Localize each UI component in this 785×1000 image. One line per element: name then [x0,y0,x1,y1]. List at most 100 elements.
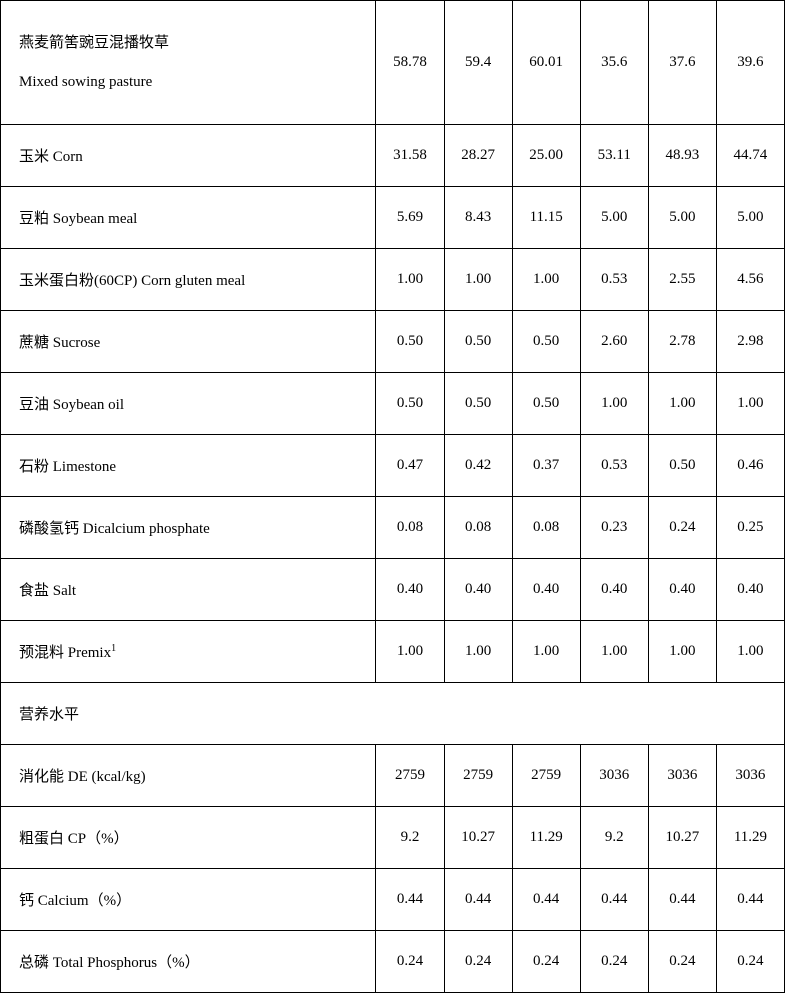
table-row: 豆粕 Soybean meal 5.69 8.43 11.15 5.00 5.00 5.00 [1,187,785,249]
value-cell: 0.23 [580,497,648,559]
value-cell: 59.4 [444,1,512,125]
row-label-text: 预混料 Premix [19,645,111,661]
row-label: 食盐 Salt [1,559,376,621]
value-text: 0.24 [601,953,627,969]
value-cell: 0.50 [376,373,444,435]
value-text: 0.50 [465,333,491,349]
value-text: 0.37 [533,457,559,473]
value-text: 44.74 [734,147,768,163]
row-label-text: 粗蛋白 CP（%） [19,831,129,847]
value-cell: 0.53 [580,249,648,311]
value-cell: 0.24 [376,931,444,993]
value-cell: 35.6 [580,1,648,125]
value-text: 2.60 [601,333,627,349]
row-label-text: 豆粕 Soybean meal [19,211,137,227]
value-text: 1.00 [737,643,763,659]
value-cell: 8.43 [444,187,512,249]
value-cell: 1.00 [376,249,444,311]
value-text: 0.40 [397,581,423,597]
row-label-superscript: 1 [111,643,116,654]
table-row: 总磷 Total Phosphorus（%）0.240.240.240.240.… [1,931,785,993]
value-cell: 10.27 [648,807,716,869]
value-text: 0.40 [533,581,559,597]
value-cell: 44.74 [716,125,784,187]
value-cell: 0.24 [580,931,648,993]
value-text: 11.29 [734,829,767,845]
value-cell: 1.00 [580,373,648,435]
value-text: 5.00 [669,209,695,225]
value-text: 0.24 [669,953,695,969]
value-text: 0.53 [601,457,627,473]
value-cell: 0.47 [376,435,444,497]
value-text: 2759 [463,767,493,783]
value-cell: 0.37 [512,435,580,497]
value-text: 2759 [531,767,561,783]
value-text: 3036 [667,767,697,783]
value-cell: 31.58 [376,125,444,187]
value-text: 0.40 [669,581,695,597]
table-row: 蔗糖 Sucrose0.500.500.502.602.782.98 [1,311,785,373]
value-text: 0.23 [601,519,627,535]
value-text: 11.29 [530,829,563,845]
table-row: 预混料 Premix11.001.001.001.001.001.00 [1,621,785,683]
value-cell: 11.29 [716,807,784,869]
value-cell: 0.46 [716,435,784,497]
row-label-text: 玉米蛋白粉(60CP) Corn gluten meal [19,273,245,289]
value-text: 8.43 [465,209,491,225]
value-cell: 0.44 [580,869,648,931]
value-cell: 58.78 [376,1,444,125]
value-text: 35.6 [601,54,627,70]
value-cell: 0.40 [648,559,716,621]
row-label: 蔗糖 Sucrose [1,311,376,373]
value-cell: 1.00 [648,373,716,435]
value-cell: 0.24 [648,497,716,559]
row-label-text: 钙 Calcium（%） [19,893,131,909]
value-text: 5.00 [737,209,763,225]
row-label: 石粉 Limestone [1,435,376,497]
table-row: 粗蛋白 CP（%）9.210.2711.299.210.2711.29 [1,807,785,869]
value-text: 0.25 [737,519,763,535]
table-row: 营养水平 [1,683,785,745]
table-row: 石粉 Limestone0.470.420.370.530.500.46 [1,435,785,497]
value-cell: 2.60 [580,311,648,373]
value-text: 0.50 [533,333,559,349]
value-text: 0.50 [465,395,491,411]
value-text: 0.50 [669,457,695,473]
value-text: 10.27 [665,829,699,845]
value-cell: 0.44 [444,869,512,931]
value-cell: 11.29 [512,807,580,869]
value-cell: 53.11 [580,125,648,187]
value-cell: 5.00 [580,187,648,249]
value-text: 53.11 [598,147,631,163]
value-text: 39.6 [737,54,763,70]
row-label: 磷酸氢钙 Dicalcium phosphate [1,497,376,559]
value-text: 37.6 [669,54,695,70]
value-text: 5.69 [397,209,423,225]
row-label: 豆油 Soybean oil [1,373,376,435]
row-label: 总磷 Total Phosphorus（%） [1,931,376,993]
value-cell: 0.24 [716,931,784,993]
value-text: 3036 [735,767,765,783]
value-text: 0.44 [533,891,559,907]
value-cell: 1.00 [512,249,580,311]
value-cell: 4.56 [716,249,784,311]
value-cell: 0.24 [444,931,512,993]
value-cell: 0.25 [716,497,784,559]
row-label-line: 燕麦箭筈豌豆混播牧草 [19,35,169,51]
value-cell: 60.01 [512,1,580,125]
value-text: 1.00 [601,395,627,411]
value-cell: 2.98 [716,311,784,373]
value-cell: 0.50 [444,311,512,373]
value-text: 2.78 [669,333,695,349]
value-cell: 0.50 [444,373,512,435]
value-text: 2.55 [669,271,695,287]
value-text: 1.00 [465,271,491,287]
value-cell: 0.08 [444,497,512,559]
value-cell: 10.27 [444,807,512,869]
row-label-text: 总磷 Total Phosphorus（%） [19,955,200,971]
value-text: 11.15 [530,209,563,225]
row-label-text: 消化能 DE (kcal/kg) [19,769,146,785]
value-text: 1.00 [397,643,423,659]
value-cell: 1.00 [444,621,512,683]
value-cell: 0.40 [580,559,648,621]
